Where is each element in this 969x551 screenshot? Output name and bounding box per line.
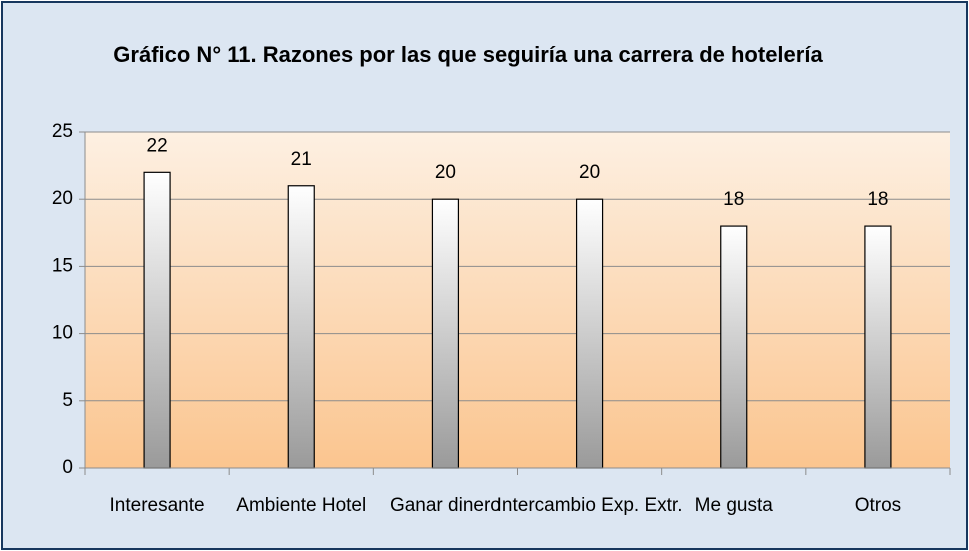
data-label: 18 — [867, 189, 888, 210]
y-tick-label: 0 — [62, 457, 73, 478]
y-tick-label: 15 — [52, 255, 73, 276]
bar — [864, 225, 892, 469]
data-label: 21 — [291, 149, 312, 170]
data-label: 22 — [147, 135, 168, 156]
data-label: 20 — [435, 162, 456, 183]
chart-title: Gráfico N° 11. Razones por las que segui… — [113, 42, 823, 67]
data-label: 20 — [579, 162, 600, 183]
data-label: 18 — [723, 189, 744, 210]
x-tick-label: Ganar dinero — [390, 495, 501, 516]
y-tick-label: 10 — [52, 323, 73, 344]
bar — [720, 225, 748, 469]
bar — [431, 198, 460, 469]
x-tick-label: Ambiente Hotel — [236, 495, 366, 516]
x-tick-label: Intercambio Exp. Extr. — [497, 495, 683, 516]
x-tick-label: Otros — [855, 495, 901, 516]
y-tick-label: 20 — [52, 188, 73, 209]
x-tick-label: Interesante — [110, 495, 205, 516]
plot-area — [85, 132, 950, 468]
bar — [287, 185, 315, 469]
bar — [143, 171, 171, 469]
bar — [575, 198, 604, 469]
y-tick-label: 5 — [62, 390, 73, 411]
y-tick-label: 25 — [52, 121, 73, 142]
x-tick-label: Me gusta — [695, 495, 774, 516]
